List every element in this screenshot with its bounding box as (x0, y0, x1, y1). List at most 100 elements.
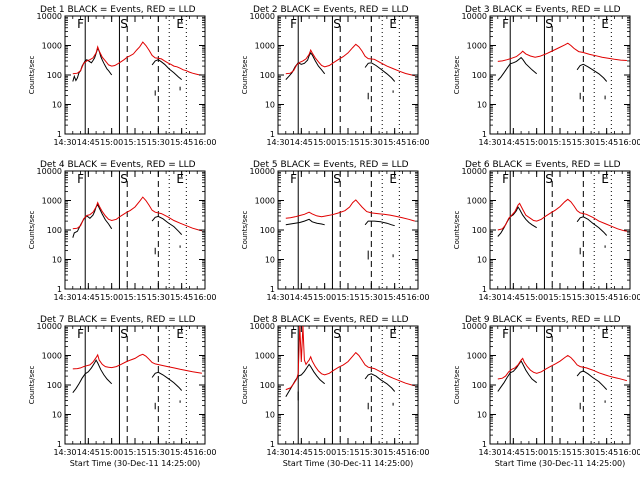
y-tick-label: 100 (472, 226, 487, 235)
events-line (285, 51, 326, 80)
events-line (151, 59, 183, 80)
y-tick-label: 1 (270, 285, 275, 294)
lld-line (72, 196, 203, 232)
marker-label: E (601, 172, 609, 186)
y-tick-label: 1000 (42, 352, 62, 361)
y-tick-label: 10000 (250, 167, 275, 176)
marker-label: F (77, 17, 84, 31)
series-group (497, 354, 628, 410)
panel-title: Det 6 BLACK = Events, RED = LLD (465, 160, 621, 170)
y-tick-label: 10 (265, 101, 275, 110)
events-line (72, 47, 113, 82)
marker-label: F (502, 172, 509, 186)
x-axis-label: Start Time (30-Dec-11 14:25:00) (283, 459, 414, 468)
y-tick-label: 10000 (37, 167, 62, 176)
x-tick-label: 15:30 (147, 293, 170, 302)
y-tick-label: 10000 (250, 322, 275, 331)
x-tick-label: 15:30 (572, 293, 595, 302)
y-tick-label: 1000 (255, 197, 275, 206)
y-tick-label: 1000 (467, 42, 487, 51)
y-axis-label: Counts/sec (453, 211, 461, 250)
y-tick-label: 1000 (42, 197, 62, 206)
lld-line (497, 42, 627, 62)
x-tick-label: 15:45 (383, 293, 406, 302)
x-tick-label: 14:30 (53, 138, 76, 147)
y-tick-label: 100 (47, 226, 62, 235)
y-tick-label: 1 (482, 130, 487, 139)
y-axis-label: Counts/sec (241, 56, 249, 95)
y-axis-label: Counts/sec (28, 211, 36, 250)
x-tick-label: 15:15 (548, 138, 571, 147)
detector-panel: F S E Det 3 BLACK = Events, RED = LLD 1 10 100… (453, 5, 640, 147)
y-tick-label: 1000 (42, 42, 62, 51)
x-tick-label: 15:15 (123, 448, 146, 457)
y-tick-label: 1 (270, 440, 275, 449)
x-tick-label: 15:45 (595, 448, 618, 457)
y-tick-label: 100 (260, 381, 275, 390)
marker-label: E (176, 172, 184, 186)
x-tick-label: 16:00 (618, 138, 640, 147)
marker-label: F (290, 172, 297, 186)
y-tick-label: 10 (265, 256, 275, 265)
marker-label: S (333, 17, 341, 31)
x-tick-label: 15:30 (572, 448, 595, 457)
detector-panel: F S E Det 4 BLACK = Events, RED = LLD 1 10 100… (28, 160, 217, 302)
x-tick-label: 15:00 (100, 293, 123, 302)
marker-label: S (545, 172, 553, 186)
series-group (497, 42, 627, 100)
x-tick-label: 14:45 (290, 138, 313, 147)
y-tick-label: 1 (57, 440, 62, 449)
x-tick-label: 15:00 (100, 138, 123, 147)
x-tick-label: 15:30 (572, 138, 595, 147)
y-tick-label: 10000 (462, 167, 487, 176)
x-tick-label: 15:15 (123, 138, 146, 147)
events-line (576, 63, 608, 82)
events-line (576, 216, 608, 236)
marker-label: S (545, 327, 553, 341)
x-tick-label: 16:00 (193, 293, 216, 302)
y-tick-label: 1 (270, 130, 275, 139)
y-axis-label: Counts/sec (28, 366, 36, 405)
marker-label: S (333, 172, 341, 186)
y-tick-label: 10 (265, 411, 275, 420)
events-line (364, 220, 395, 227)
x-tick-label: 16:00 (618, 448, 640, 457)
marker-label: S (120, 17, 128, 31)
x-tick-label: 15:00 (525, 448, 548, 457)
x-tick-label: 14:30 (478, 138, 501, 147)
y-tick-label: 1 (57, 285, 62, 294)
detector-panel: F S E Det 1 BLACK = Events, RED = LLD 1 10 100… (28, 5, 217, 147)
x-tick-label: 15:15 (336, 293, 359, 302)
x-tick-label: 14:30 (266, 138, 289, 147)
x-tick-label: 15:15 (336, 138, 359, 147)
x-tick-label: 15:30 (360, 293, 383, 302)
marker-label: E (389, 327, 397, 341)
detector-panel: F S E Det 8 BLACK = Events, RED = LLD 1 10 100… (241, 315, 430, 468)
y-tick-label: 10000 (250, 12, 275, 21)
x-tick-label: 14:45 (77, 448, 100, 457)
x-tick-label: 14:30 (478, 293, 501, 302)
x-tick-label: 15:45 (170, 448, 193, 457)
x-tick-label: 14:45 (77, 138, 100, 147)
x-tick-label: 15:30 (360, 448, 383, 457)
panel-title: Det 3 BLACK = Events, RED = LLD (465, 5, 621, 15)
x-axis-label: Start Time (30-Dec-11 14:25:00) (495, 459, 626, 468)
y-tick-label: 1 (57, 130, 62, 139)
y-tick-label: 100 (472, 381, 487, 390)
x-tick-label: 16:00 (406, 448, 429, 457)
x-tick-label: 15:45 (595, 138, 618, 147)
marker-label: E (389, 17, 397, 31)
x-tick-label: 16:00 (618, 293, 640, 302)
lld-line (285, 326, 416, 391)
y-tick-label: 10 (477, 256, 487, 265)
y-tick-label: 10 (52, 411, 62, 420)
marker-label: S (120, 327, 128, 341)
x-tick-label: 14:45 (290, 293, 313, 302)
series-group (285, 326, 416, 410)
events-line (497, 205, 537, 237)
panel-title: Det 1 BLACK = Events, RED = LLD (40, 5, 196, 15)
y-tick-label: 1000 (255, 352, 275, 361)
events-line (576, 370, 608, 390)
x-tick-label: 14:30 (53, 293, 76, 302)
